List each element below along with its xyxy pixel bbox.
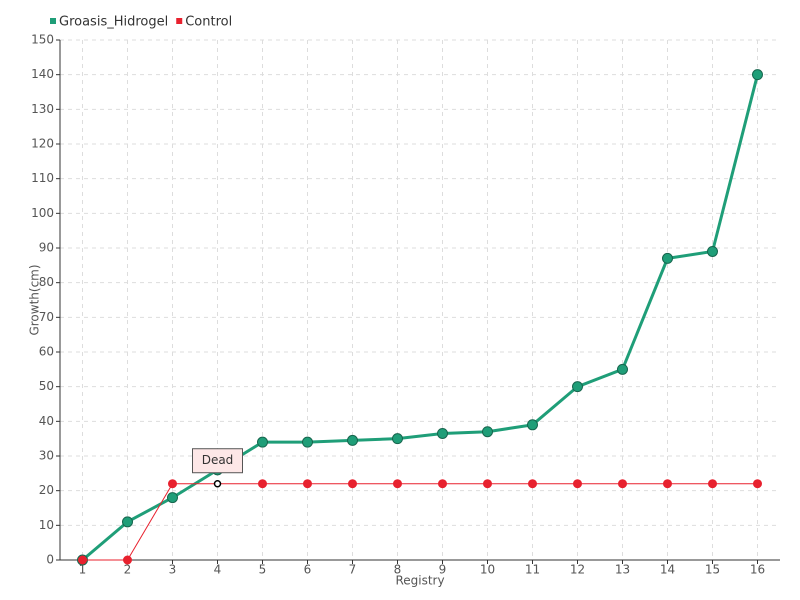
data-point — [662, 252, 673, 264]
data-point — [438, 479, 447, 489]
annotation: Dead — [202, 453, 234, 467]
x-tick-label: 7 — [349, 563, 357, 577]
data-point — [167, 492, 178, 504]
x-tick-label: 9 — [439, 563, 447, 577]
y-axis-label: Growth(cm) — [28, 264, 42, 335]
x-tick-label: 4 — [214, 563, 222, 577]
y-tick-label: 90 — [39, 241, 54, 255]
legend-label: Groasis_Hidrogel — [59, 15, 168, 30]
data-point — [752, 69, 763, 81]
y-tick-label: 0 — [46, 553, 54, 567]
data-point — [527, 419, 538, 431]
data-point — [392, 433, 403, 445]
y-tick-label: 20 — [39, 483, 54, 497]
y-tick-label: 40 — [39, 414, 54, 428]
data-point — [573, 479, 582, 489]
data-point — [708, 479, 717, 489]
y-tick-label: 80 — [39, 275, 54, 289]
data-point — [347, 434, 358, 446]
x-tick-label: 12 — [570, 563, 585, 577]
data-point — [707, 245, 718, 257]
x-tick-label: 8 — [394, 563, 402, 577]
x-tick-label: 2 — [124, 563, 132, 577]
data-point — [663, 479, 672, 489]
x-tick-label: 14 — [660, 563, 675, 577]
x-tick-label: 16 — [750, 563, 765, 577]
y-tick-label: 50 — [39, 379, 54, 393]
y-tick-label: 10 — [39, 518, 54, 532]
x-tick-label: 11 — [525, 563, 540, 577]
data-point — [303, 479, 312, 489]
series-line — [82, 483, 758, 561]
data-point — [168, 479, 177, 489]
x-tick-label: 6 — [304, 563, 312, 577]
data-point — [348, 479, 357, 489]
y-tick-label: 60 — [39, 345, 54, 359]
data-point — [572, 381, 583, 393]
x-tick-label: 10 — [480, 563, 495, 577]
y-tick-label: 30 — [39, 449, 54, 463]
data-point — [78, 555, 87, 565]
y-tick-label: 110 — [31, 171, 54, 185]
data-point — [483, 479, 492, 489]
x-axis-label: Registry — [395, 574, 444, 588]
legend-label: Control — [185, 15, 232, 30]
data-point — [123, 555, 132, 565]
x-tick-label: 13 — [615, 563, 630, 577]
y-tick-label: 130 — [31, 102, 54, 116]
data-point — [482, 426, 493, 438]
data-point — [618, 479, 627, 489]
data-point — [437, 427, 448, 439]
y-tick-label: 70 — [39, 310, 54, 324]
x-tick-label: 5 — [259, 563, 267, 577]
y-tick-label: 150 — [31, 33, 54, 47]
annotation-box — [192, 448, 243, 474]
data-point — [122, 516, 133, 528]
data-point — [257, 436, 268, 448]
data-point — [393, 479, 402, 489]
data-point — [302, 436, 313, 448]
data-point — [528, 479, 537, 489]
y-tick-label: 120 — [31, 137, 54, 151]
data-point — [753, 479, 762, 489]
legend-swatch — [50, 18, 56, 24]
data-point — [258, 479, 267, 489]
x-tick-label: 1 — [79, 563, 87, 577]
x-tick-label: 3 — [169, 563, 177, 577]
y-tick-label: 140 — [31, 67, 54, 81]
data-point — [617, 363, 628, 375]
y-tick-label: 100 — [31, 206, 54, 220]
x-tick-label: 15 — [705, 563, 720, 577]
data-point — [213, 479, 222, 488]
legend-swatch — [176, 18, 183, 24]
